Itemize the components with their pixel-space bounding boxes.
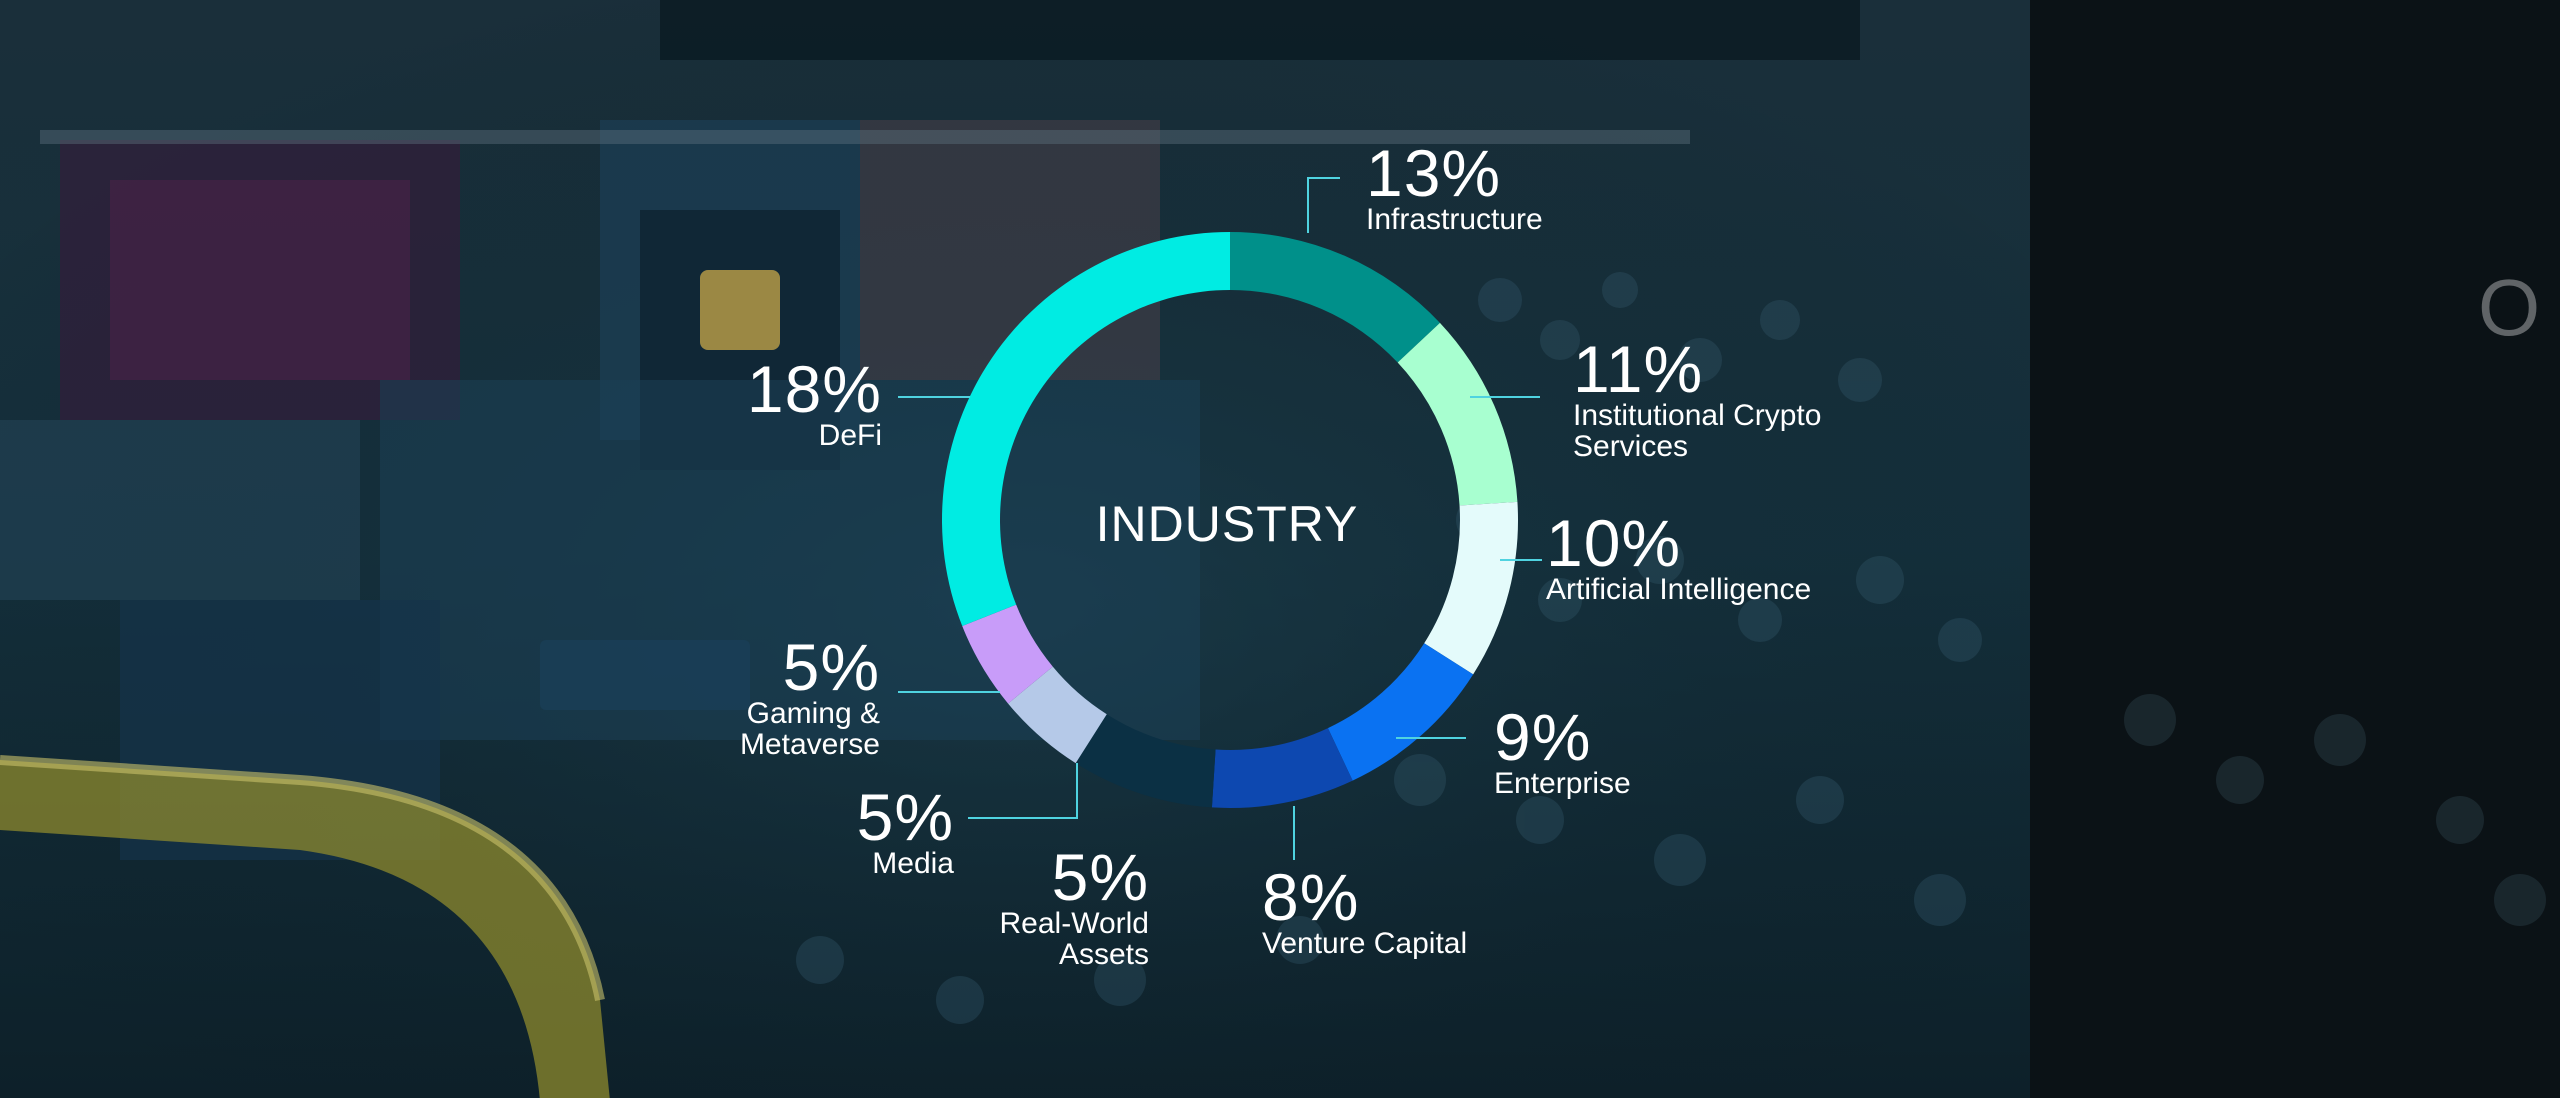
label-category: Assets: [1058, 938, 1149, 971]
label-percent: 5%: [856, 780, 954, 854]
slice-defi: [941, 232, 1230, 627]
label-category: Institutional Crypto: [1573, 399, 1822, 432]
label-percent: 5%: [1051, 840, 1149, 914]
slice-institutional-crypto-services: [1397, 322, 1518, 506]
label-percent: 8%: [1262, 860, 1360, 934]
label-category: Venture Capital: [1262, 927, 1468, 960]
slice-other: [1075, 714, 1216, 808]
label-institutional: 11% Institutional Crypto Services: [1573, 332, 1822, 463]
leader-lines: [898, 177, 1542, 860]
label-venture: 8% Venture Capital: [1262, 860, 1468, 960]
label-category: Infrastructure: [1366, 203, 1543, 236]
slice-real-world-assets: [1008, 666, 1107, 764]
slice-artificial-intelligence: [1424, 501, 1518, 675]
label-gaming: 5% Gaming & Metaverse: [739, 630, 880, 761]
label-defi: 18% DeFi: [746, 352, 882, 452]
label-percent: 10%: [1546, 506, 1682, 580]
label-category: Enterprise: [1494, 767, 1631, 800]
chart-title: INDUSTRY: [1095, 496, 1359, 552]
cropped-heading-text: O: [2478, 263, 2541, 352]
leader-line-rwa: [968, 763, 1078, 819]
label-ai: 10% Artificial Intelligence: [1546, 506, 1812, 606]
label-category: Artificial Intelligence: [1546, 573, 1812, 606]
label-category: Real-World: [999, 907, 1150, 940]
slice-gaming-metaverse: [962, 604, 1053, 704]
label-category: Gaming &: [746, 697, 880, 730]
label-percent: 5%: [782, 630, 880, 704]
label-enterprise: 9% Enterprise: [1494, 700, 1631, 800]
label-category: Services: [1573, 430, 1689, 463]
label-percent: 9%: [1494, 700, 1592, 774]
label-media: 5% Media: [856, 780, 954, 880]
leader-line-infrastructure: [1307, 177, 1340, 233]
label-category: Media: [872, 847, 954, 880]
slice-infrastructure: [1230, 232, 1440, 363]
label-category: DeFi: [818, 419, 882, 452]
label-infrastructure: 13% Infrastructure: [1366, 136, 1543, 236]
donut-slices: [941, 232, 1518, 808]
slice-enterprise: [1327, 643, 1474, 781]
slice-venture-capital: [1211, 728, 1353, 808]
label-percent: 13%: [1366, 136, 1502, 210]
label-category: Metaverse: [739, 728, 880, 761]
label-percent: 18%: [746, 352, 882, 426]
label-percent: 11%: [1573, 332, 1704, 406]
label-rwa: 5% Real-World Assets: [999, 840, 1150, 971]
